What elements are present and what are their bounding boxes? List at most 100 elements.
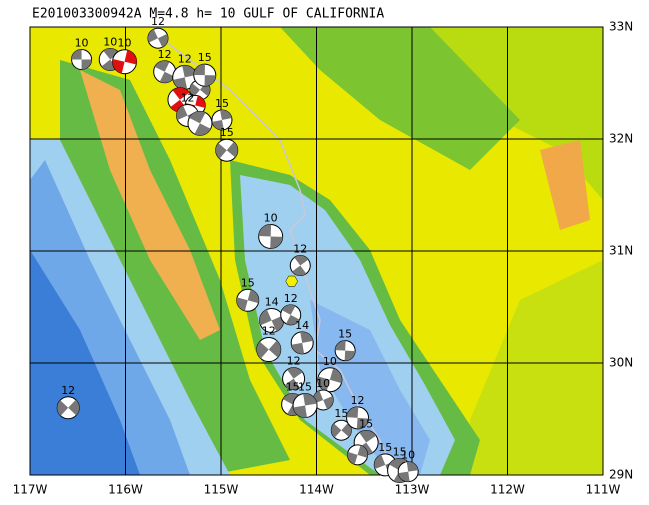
lon-label: 112W (490, 483, 525, 497)
beachball-quadrant (189, 111, 206, 124)
beachball (172, 64, 198, 90)
lat-label: 32N (609, 132, 633, 146)
beachball-quadrant (154, 60, 170, 72)
depth-label: 10 (264, 211, 278, 224)
beachball-quadrant (103, 48, 119, 60)
beachball-quadrant (374, 454, 386, 469)
beachball-quadrant (291, 342, 305, 354)
beachball-quadrant (157, 33, 168, 48)
beachball-quadrant (124, 50, 137, 65)
beachball-quadrant (159, 71, 175, 83)
depth-label: 15 (220, 126, 234, 139)
beachball-quadrant (303, 393, 317, 406)
depth-label: 12 (158, 48, 172, 61)
lat-label: 33N (609, 20, 633, 34)
beachball (280, 304, 302, 326)
beachball-quadrant (398, 471, 410, 482)
beachball-quadrant (220, 109, 232, 120)
beachball (259, 307, 285, 333)
beachball-quadrant (68, 399, 80, 416)
beachball (258, 223, 284, 249)
beachball-quadrant (176, 105, 188, 121)
beachball-quadrant (344, 350, 356, 361)
depth-label: 14 (265, 295, 279, 308)
beachball-quadrant (256, 341, 269, 359)
depth-label: 12 (181, 91, 195, 104)
beachball (290, 331, 314, 355)
beachball-quadrant (292, 265, 307, 276)
depth-label: 12 (61, 384, 75, 397)
beachball-quadrant (195, 95, 206, 108)
lon-label: 116W (108, 483, 143, 497)
beachball (56, 396, 80, 420)
beachball (317, 367, 343, 393)
beachball-quadrant (71, 49, 82, 60)
beachball (112, 49, 138, 75)
beachball-quadrant (293, 405, 307, 418)
depth-label: 10 (316, 377, 330, 390)
beachball-quadrant (294, 255, 309, 266)
beachball (187, 110, 213, 136)
beachball-quadrant (81, 59, 92, 70)
beachball-quadrant (329, 368, 342, 384)
depth-label: 10 (323, 355, 337, 368)
beachball (292, 393, 318, 419)
beachball-quadrant (287, 367, 303, 379)
beachball (282, 367, 306, 391)
depth-label: 14 (295, 319, 309, 332)
beachball-quadrant (57, 400, 69, 416)
depth-label: 15 (215, 97, 229, 110)
beachball-quadrant (346, 406, 359, 418)
depth-label: 12 (284, 292, 298, 305)
beachball (346, 406, 370, 430)
lat-label: 29N (609, 468, 633, 482)
beachball-quadrant (215, 143, 227, 159)
lon-label: 117W (13, 483, 48, 497)
beachball-quadrant (317, 376, 330, 392)
depth-label: 15 (359, 418, 373, 431)
depth-label: 10 (118, 37, 132, 50)
depth-label: 10 (75, 36, 89, 49)
beachball (289, 255, 311, 277)
depth-label: 10 (401, 449, 415, 462)
depth-label: 15 (393, 446, 407, 459)
beachball (256, 337, 282, 363)
beachball-quadrant (172, 77, 188, 90)
beachball-quadrant (406, 461, 419, 472)
beachball (71, 48, 93, 70)
beachball-quadrant (258, 224, 272, 237)
beachball-quadrant (341, 422, 352, 437)
depth-label: 15 (198, 51, 212, 64)
beachball-quadrant (268, 340, 281, 358)
beachball (334, 340, 356, 362)
depth-label: 15 (286, 380, 300, 393)
beachball (211, 109, 233, 131)
beachball-quadrant (194, 123, 211, 136)
depth-label: 12 (262, 325, 276, 338)
beachball-quadrant (236, 297, 248, 311)
lon-label: 113W (395, 483, 430, 497)
beachball-quadrant (259, 309, 272, 326)
beachball-quadrant (270, 236, 283, 249)
depth-label: 15 (334, 407, 348, 420)
depth-label: 12 (287, 355, 301, 368)
beachball (347, 444, 369, 466)
depth-label: 15 (378, 441, 392, 454)
beachball-quadrant (172, 87, 190, 100)
beachball (153, 60, 177, 84)
beachball-quadrant (359, 430, 377, 443)
lat-label: 31N (609, 244, 633, 258)
beachball-quadrant (193, 64, 205, 76)
depth-label: 12 (351, 394, 365, 407)
beachball-quadrant (212, 119, 224, 130)
title: E201003300942A M=4.8 h= 10 GULF OF CALIF… (32, 7, 384, 22)
depth-label: 15 (298, 381, 312, 394)
lon-label: 111W (586, 483, 621, 497)
depth-label: 12 (178, 52, 192, 65)
beachball (147, 27, 169, 49)
beachball-quadrant (283, 393, 298, 405)
beachball (397, 461, 419, 483)
beachball-quadrant (347, 451, 358, 465)
beachball-quadrant (389, 458, 406, 471)
beachball-quadrant (247, 289, 259, 304)
